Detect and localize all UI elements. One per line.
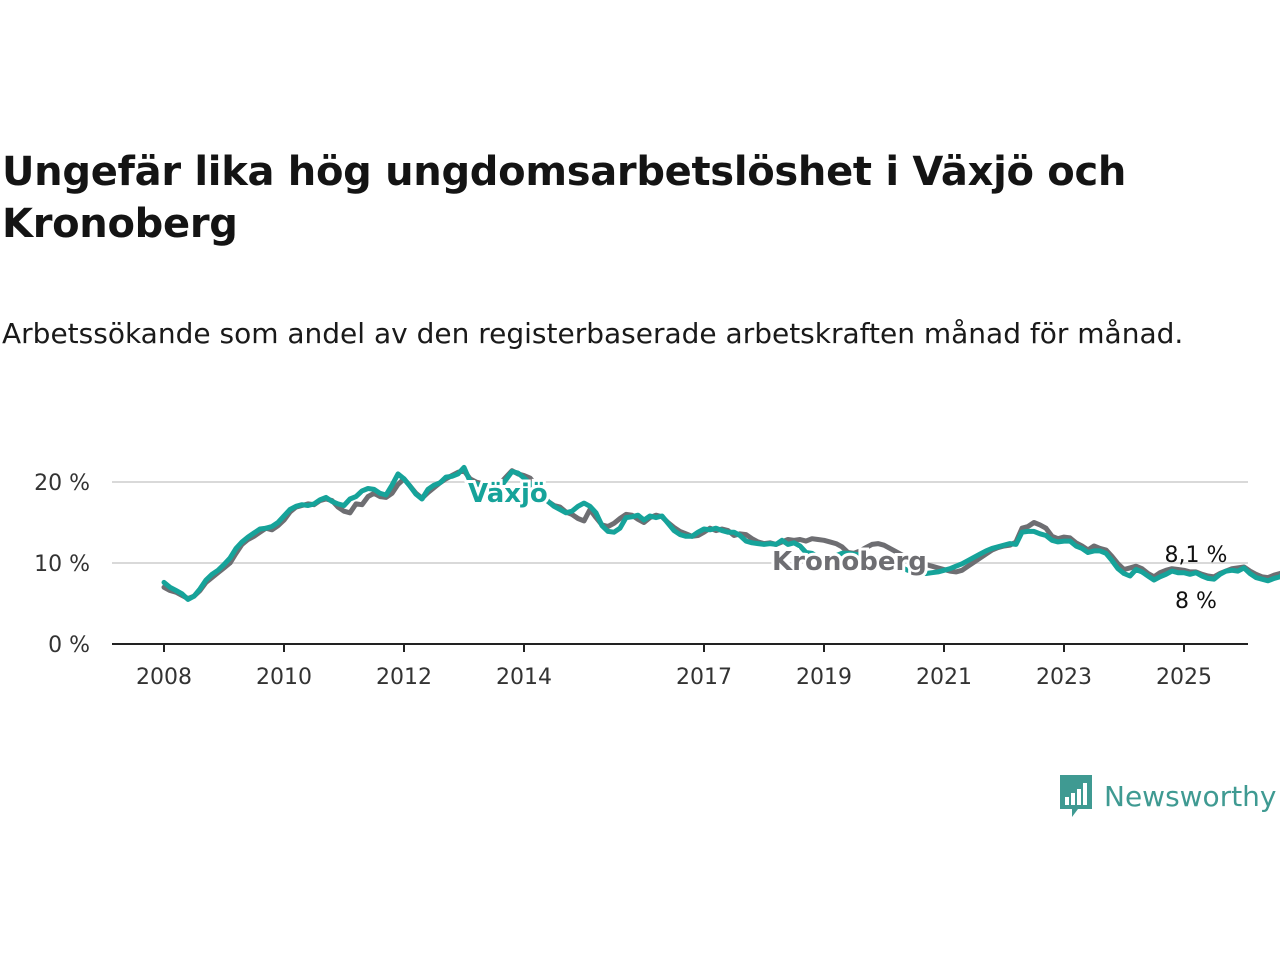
line-chart: 0 % 10 % 20 % 2008 2010 2012 2014 2017 2019 2021… xyxy=(34,464,1280,690)
series-line-växjö xyxy=(161,464,1280,602)
newsworthy-chart-icon xyxy=(1060,775,1092,817)
x-tick-label: 2025 xyxy=(1156,665,1212,690)
newsworthy-logo[interactable]: Newsworthy xyxy=(1058,772,1277,820)
brand-name: Newsworthy xyxy=(1104,779,1277,813)
x-tick-label: 2019 xyxy=(796,665,852,690)
series-lines xyxy=(161,464,1280,602)
chart-subtitle: Arbetssökande som andel av den registerb… xyxy=(2,317,1184,350)
x-tick-label: 2017 xyxy=(676,665,732,690)
y-tick-label: 20 % xyxy=(34,471,90,496)
x-tick-label: 2008 xyxy=(136,665,192,690)
series-label-kronoberg: Kronoberg xyxy=(772,547,927,577)
x-tick-label: 2021 xyxy=(916,665,972,690)
series-line-kronoberg xyxy=(161,468,1280,602)
x-tick-label: 2014 xyxy=(496,665,552,690)
gridlines xyxy=(112,481,1248,564)
y-axis-tick-labels: 0 % 10 % 20 % xyxy=(34,471,90,658)
series-label-vaxjo: Växjö xyxy=(468,479,548,509)
x-tick-label: 2012 xyxy=(376,665,432,690)
x-tick-label: 2010 xyxy=(256,665,312,690)
series-labels: Växjö Kronoberg 8,1 % 8 % xyxy=(465,476,1228,614)
y-tick-label: 10 % xyxy=(34,552,90,577)
end-value-label-kronoberg: 8,1 % xyxy=(1165,543,1228,568)
y-tick-label: 0 % xyxy=(48,633,90,658)
x-axis-ticks: 2008 2010 2012 2014 2017 2019 2021 2023 2025 xyxy=(136,644,1212,690)
x-tick-label: 2023 xyxy=(1036,665,1092,690)
end-value-label-vaxjo: 8 % xyxy=(1175,589,1217,614)
chart-title: Ungefär lika hög ungdomsarbetslöshet i V… xyxy=(2,149,1127,247)
